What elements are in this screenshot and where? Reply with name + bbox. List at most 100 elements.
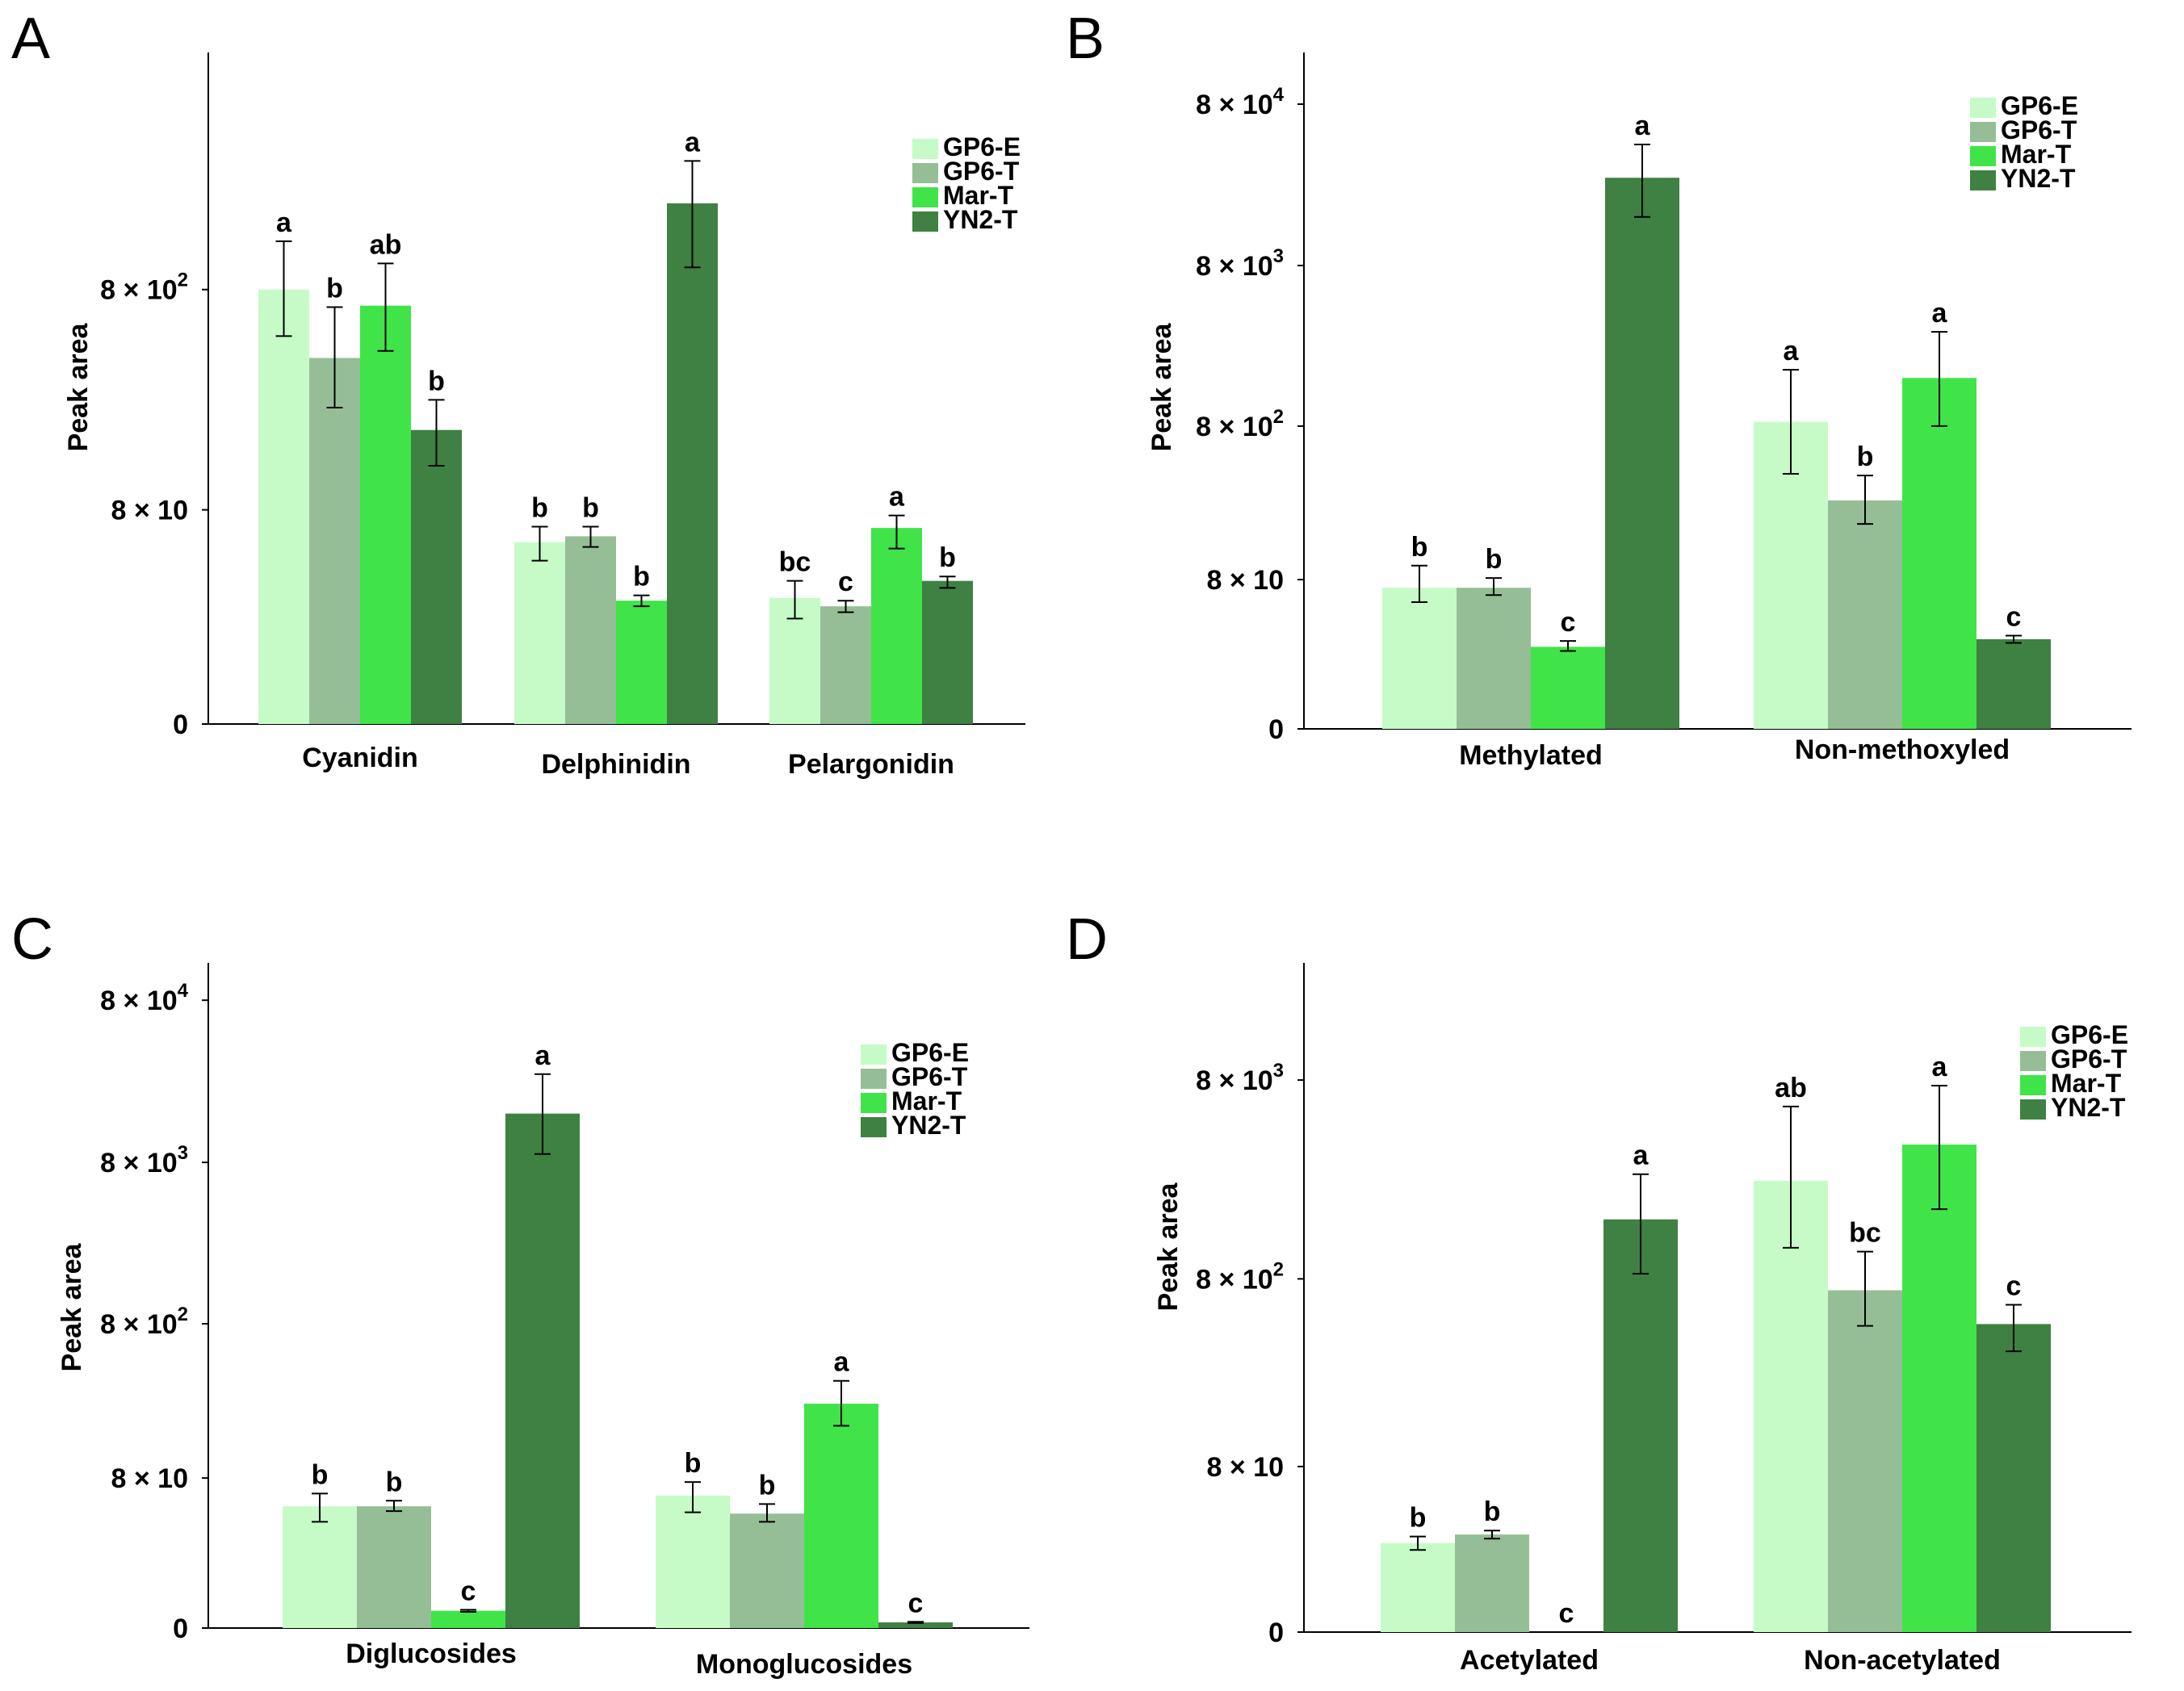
legend-label: GP6-T (943, 157, 1020, 186)
bar-yn2-t (667, 203, 718, 724)
bar-yn2-t (411, 429, 462, 724)
legend-label: Mar-T (891, 1086, 962, 1115)
panel-a-letter: A (11, 6, 50, 71)
bar-yn2-t (505, 1113, 580, 1628)
bar-yn2-t (1976, 1324, 2051, 1632)
bar-gp6-t (1828, 1290, 1902, 1632)
y-tick-label: 8 × 10 (111, 1463, 188, 1494)
category-group-methylated: b b c a (1382, 111, 1679, 729)
significance-label: b (428, 366, 445, 396)
bar-mar-t (1902, 378, 1976, 729)
legend-swatch (861, 1093, 887, 1113)
bar-mar-t (871, 528, 922, 724)
bar-gp6-e (1381, 1542, 1455, 1632)
significance-label: b (386, 1467, 403, 1497)
significance-label: c (838, 567, 853, 597)
legend-label: Mar-T (2001, 140, 2072, 169)
legend-swatch (861, 1069, 887, 1089)
bar-gp6-e (514, 542, 565, 724)
legend-swatch (912, 163, 938, 183)
category-label: Cyanidin (302, 743, 418, 773)
category-label: Non-methoxyled (1795, 735, 2010, 765)
legend-label: YN2-T (943, 205, 1018, 234)
legend-swatch (912, 211, 938, 232)
bar-gp6-e (1754, 1180, 1828, 1632)
bar-yn2-t (1976, 638, 2051, 729)
significance-label: b (582, 492, 599, 523)
category-group-monoglucosides: b b a c (656, 1347, 953, 1628)
bar-gp6-e (1382, 588, 1457, 729)
legend-swatch (1970, 146, 1996, 166)
legend-swatch (2020, 1099, 2046, 1120)
y-tick-label: 8 × 102 (1196, 406, 1284, 442)
legend-label: GP6-T (2001, 115, 2077, 144)
bar-gp6-t (565, 536, 616, 724)
bar-yn2-t (922, 580, 973, 724)
significance-label: b (1410, 1503, 1427, 1534)
legend-swatch (2020, 1075, 2046, 1095)
y-tick-label: 0 (173, 709, 188, 740)
bar-mar-t (360, 305, 411, 724)
significance-label: a (834, 1347, 850, 1378)
y-tick-label: 0 (1268, 714, 1284, 745)
y-tick-label: 8 × 10 (1207, 1452, 1284, 1483)
significance-label: bc (779, 547, 811, 578)
significance-label: c (2006, 1271, 2022, 1302)
y-tick-label: 8 × 103 (1196, 245, 1284, 282)
y-tick-label: 8 × 102 (100, 1304, 188, 1340)
bar-mar-t (804, 1404, 878, 1628)
legend-label: GP6-E (2001, 91, 2078, 120)
category-label: Monoglucosides (696, 1649, 912, 1680)
y-tick-label: 0 (1268, 1618, 1284, 1648)
y-tick-label: 8 × 102 (1196, 1258, 1284, 1295)
legend-swatch (861, 1044, 887, 1065)
bar-mar-t (1902, 1145, 1976, 1632)
bar-gp6-t (1828, 500, 1902, 729)
significance-label: a (535, 1040, 551, 1071)
panel-c-letter: C (11, 907, 53, 972)
bar-gp6-e (656, 1495, 730, 1628)
bar-gp6-t (820, 606, 871, 724)
category-label: Pelargonidin (788, 749, 954, 780)
category-group-pelargonidin: bcc a b (769, 482, 973, 724)
significance-label: a (685, 127, 701, 157)
legend-swatch (2020, 1027, 2046, 1047)
bar-yn2-t (1603, 1219, 1678, 1632)
y-axis-label: Peak area (1153, 1182, 1184, 1312)
legend-swatch (912, 139, 938, 159)
significance-label: bc (1849, 1218, 1881, 1249)
y-tick-label: 8 × 103 (1196, 1060, 1284, 1096)
y-tick-label: 8 × 104 (100, 980, 188, 1016)
significance-label: a (1633, 1141, 1650, 1171)
legend-label: YN2-T (2001, 164, 2076, 193)
legend-label: GP6-T (2051, 1044, 2127, 1074)
significance-label: ab (370, 229, 402, 260)
bar-mar-t (616, 601, 667, 724)
bar-gp6-t (1455, 1534, 1529, 1632)
significance-label: ab (1775, 1073, 1807, 1103)
significance-label: c (1561, 607, 1576, 638)
legend-swatch (1970, 122, 1996, 142)
legend-label: Mar-T (943, 181, 1014, 210)
significance-label: a (276, 207, 292, 238)
significance-label: c (908, 1588, 924, 1618)
legend-label: GP6-T (891, 1062, 968, 1091)
category-label: Acetylated (1460, 1645, 1599, 1676)
significance-label: b (759, 1470, 776, 1501)
legend-swatch (1970, 170, 1996, 190)
y-tick-label: 8 × 10 (111, 496, 188, 526)
legend-label: Mar-T (2051, 1069, 2122, 1098)
significance-label: a (1932, 1052, 1948, 1082)
bar-gp6-t (357, 1506, 431, 1628)
legend-swatch (1970, 98, 1996, 118)
significance-label: b (531, 492, 548, 523)
significance-label: b (1486, 544, 1503, 575)
category-label: Diglucosides (346, 1639, 517, 1669)
legend-label: GP6-E (943, 132, 1021, 161)
category-group-non-methoxyled: a b a c (1754, 298, 2051, 729)
